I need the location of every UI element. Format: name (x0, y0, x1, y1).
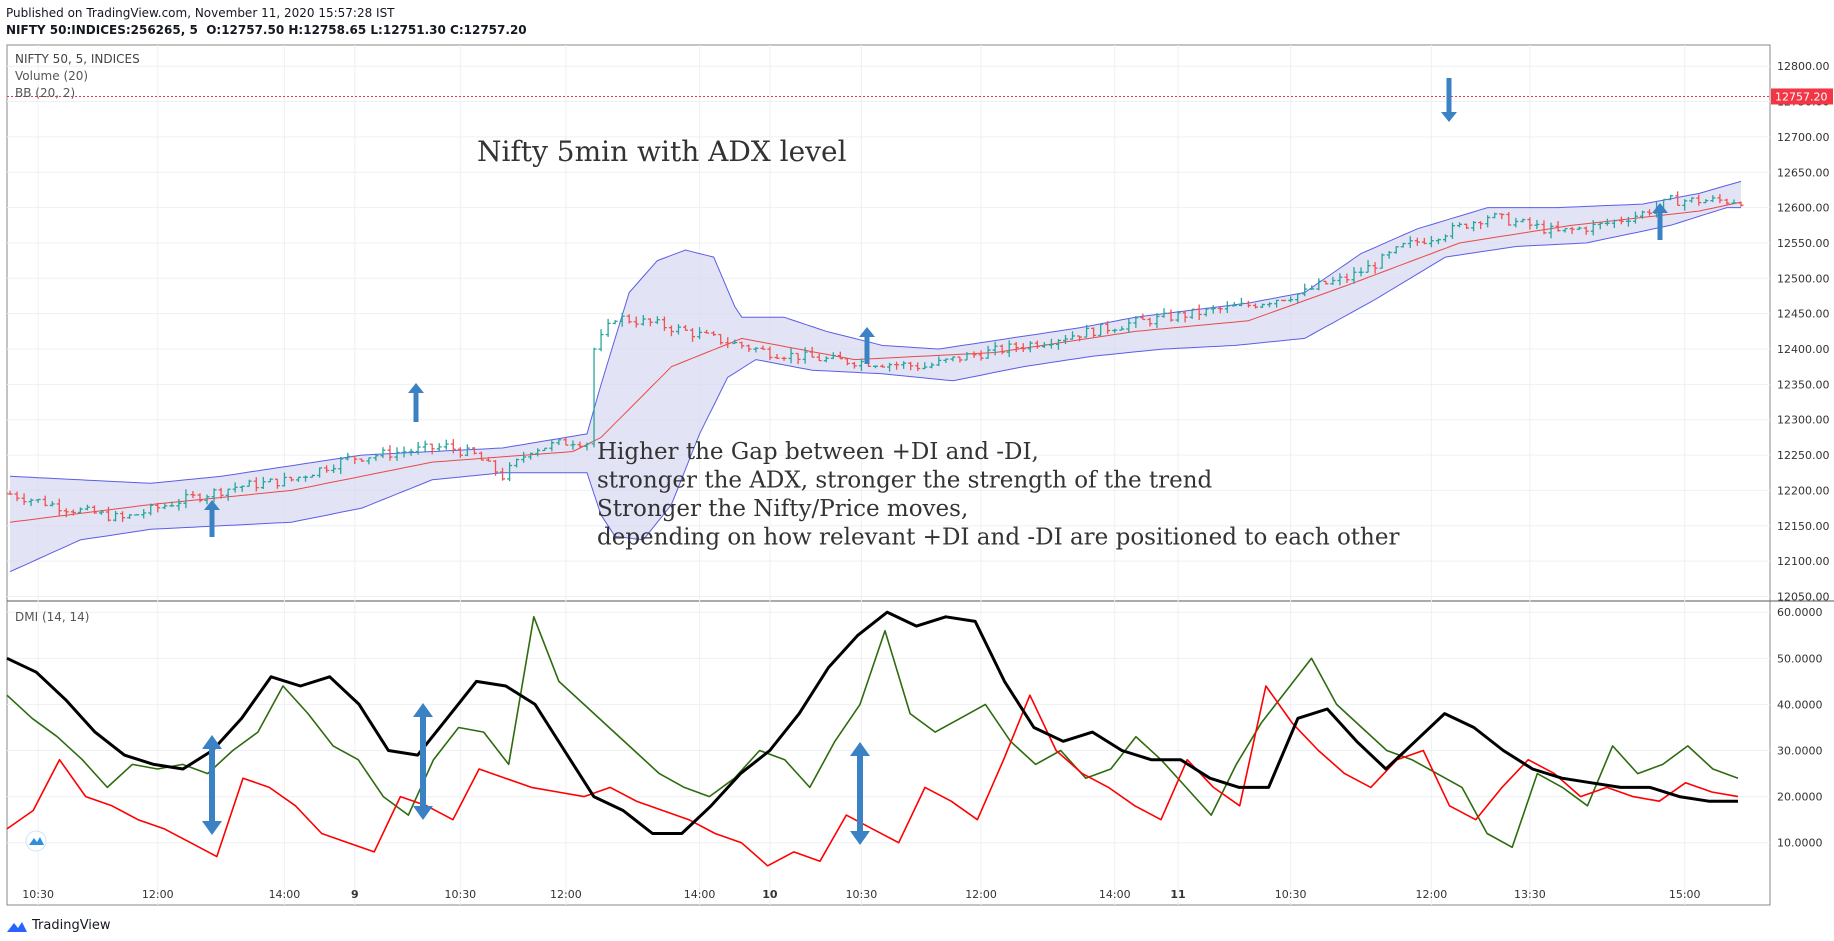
time-tick-label: 12:00 (142, 888, 174, 901)
dmi-tick-label: 50.0000 (1777, 652, 1823, 665)
price-tick-label: 12700.00 (1777, 131, 1830, 144)
legend-bb[interactable]: BB (20, 2) (15, 86, 76, 100)
footer-brand-text: TradingView (32, 918, 111, 933)
arrow-up-1-head (204, 500, 220, 510)
dmi-tick-label: 10.0000 (1777, 837, 1823, 850)
price-tick-label: 12800.00 (1777, 60, 1830, 73)
price-tick-label: 12200.00 (1777, 484, 1830, 497)
time-tick-label: 10:30 (444, 888, 476, 901)
published-line: Published on TradingView.com, November 1… (6, 6, 395, 20)
dmi-tick-label: 20.0000 (1777, 791, 1823, 804)
dmi-series-adx (6, 610, 1738, 835)
arrow-both-1-head-top (202, 735, 222, 749)
dmi-tick-label: 40.0000 (1777, 698, 1823, 711)
arrow-up-3-head (859, 327, 875, 337)
arrow-both-2-head-bottom (413, 806, 433, 820)
time-tick-label: 12:00 (965, 888, 997, 901)
legend-symbol[interactable]: NIFTY 50, 5, INDICES (15, 52, 140, 66)
chart-annotation-note-line: Stronger the Nifty/Price moves, (597, 496, 968, 522)
last-price-badge (1771, 88, 1833, 105)
price-tick-label: 12450.00 (1777, 308, 1830, 321)
time-tick-label: 14:00 (684, 888, 716, 901)
time-tick-label: 9 (351, 888, 359, 901)
watermark-logo-shape-icon (29, 837, 44, 845)
price-tick-label: 12500.00 (1777, 272, 1830, 285)
time-tick-label: 14:00 (269, 888, 301, 901)
price-tick-label: 12100.00 (1777, 555, 1830, 568)
chart-annotation-note-line: Higher the Gap between +DI and -DI, (597, 439, 1039, 465)
price-tick-label: 12650.00 (1777, 166, 1830, 179)
chart-annotation-note-line: depending on how relevant +DI and -DI ar… (597, 525, 1399, 551)
price-tick-label: 12150.00 (1777, 520, 1830, 533)
arrow-up-5-head (1652, 203, 1668, 213)
price-tick-label: 12350.00 (1777, 378, 1830, 391)
last-price-label: 12757.20 (1775, 90, 1828, 103)
dmi-series-di (6, 616, 1739, 849)
bb-lower-line (9, 207, 1741, 573)
time-tick-label: 10 (762, 888, 778, 901)
bb-band-fill (10, 181, 1741, 572)
symbol-name: NIFTY 50:INDICES:256265, 5 (6, 23, 198, 37)
time-tick-label: 10:30 (1275, 888, 1307, 901)
tradingview-logo-icon (7, 921, 27, 932)
bb-basis-line (9, 201, 1742, 523)
price-tick-label: 12050.00 (1777, 590, 1830, 603)
price-tick-label: 12250.00 (1777, 449, 1830, 462)
footer-brand[interactable]: TradingView (6, 918, 111, 933)
time-tick-label: 11 (1170, 888, 1185, 901)
arrow-up-2-head (408, 383, 424, 393)
chart-annotation-title: Nifty 5min with ADX level (477, 135, 847, 168)
arrow-both-3-head-bottom (850, 831, 870, 845)
arrow-down-4-head (1441, 112, 1457, 122)
price-tick-label: 12300.00 (1777, 414, 1830, 427)
symbol-ohlc-line: NIFTY 50:INDICES:256265, 5 O:12757.50 H:… (6, 23, 527, 37)
bb-upper-line (9, 180, 1742, 484)
time-tick-label: 10:30 (22, 888, 54, 901)
time-tick-label: 13:30 (1514, 888, 1546, 901)
dmi-series-di (6, 685, 1739, 867)
arrow-both-3-head-top (850, 742, 870, 756)
price-tick-label: 12600.00 (1777, 202, 1830, 215)
time-tick-label: 10:30 (846, 888, 878, 901)
dmi-tick-label: 60.0000 (1777, 606, 1823, 619)
dmi-tick-label: 30.0000 (1777, 745, 1823, 758)
arrow-both-2-head-top (413, 703, 433, 717)
legend-volume[interactable]: Volume (20) (15, 69, 89, 83)
time-tick-label: 15:00 (1669, 888, 1701, 901)
time-tick-label: 14:00 (1099, 888, 1131, 901)
time-tick-label: 12:00 (550, 888, 582, 901)
arrow-both-1-head-bottom (202, 821, 222, 835)
price-tick-label: 12550.00 (1777, 237, 1830, 250)
ohlc-values: O:12757.50 H:12758.65 L:12751.30 C:12757… (206, 23, 527, 37)
legend-dmi[interactable]: DMI (14, 14) (15, 610, 90, 624)
time-tick-label: 12:00 (1416, 888, 1448, 901)
chart-annotation-note-line: stronger the ADX, stronger the strength … (597, 468, 1213, 494)
price-tick-label: 12400.00 (1777, 343, 1830, 356)
